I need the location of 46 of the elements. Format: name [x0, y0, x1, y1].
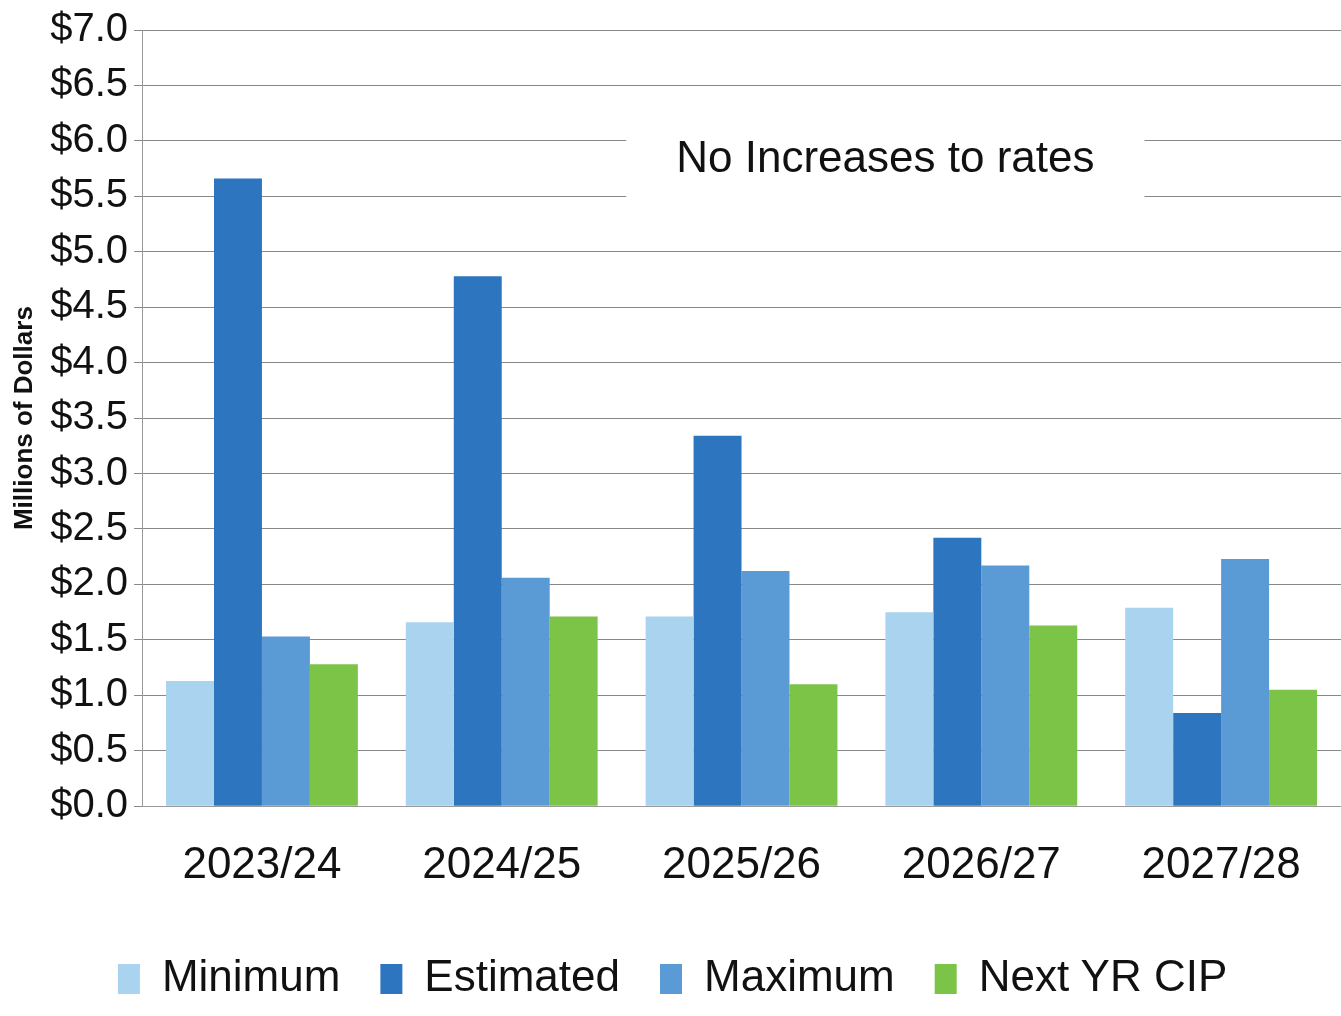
- x-tick-label: 2027/28: [1141, 837, 1301, 887]
- bar: [453, 276, 502, 806]
- legend-label: Maximum: [704, 951, 895, 1001]
- bar: [549, 616, 598, 806]
- y-tick-label: $2.5: [50, 504, 129, 549]
- bar: [1221, 558, 1270, 806]
- x-tick-label: 2023/24: [182, 837, 342, 887]
- y-tick-label: $5.0: [50, 226, 129, 271]
- y-tick-label: $2.0: [50, 559, 129, 604]
- bar: [1125, 607, 1174, 806]
- y-tick-label: $7.0: [50, 5, 129, 50]
- x-tick-label: 2026/27: [901, 837, 1061, 887]
- y-tick-label: $0.5: [50, 725, 129, 770]
- bar: [309, 664, 358, 806]
- x-tick-label: 2024/25: [422, 837, 582, 887]
- bar: [693, 435, 742, 806]
- bar: [1269, 689, 1318, 806]
- bar: [885, 612, 934, 806]
- y-tick-label: $3.0: [50, 448, 129, 493]
- bar: [1029, 625, 1078, 806]
- bar: [166, 680, 214, 806]
- y-tick-label: $4.5: [50, 282, 129, 327]
- legend-label: Estimated: [424, 951, 621, 1001]
- bar: [981, 565, 1030, 806]
- y-tick-label: $3.5: [50, 393, 129, 438]
- y-tick-label: $6.5: [50, 60, 129, 105]
- bar: [1173, 713, 1222, 806]
- y-tick-label: $6.0: [50, 115, 129, 160]
- bar: [261, 636, 310, 806]
- y-axis-title: Millions of Dollars: [7, 306, 38, 531]
- annotation: No Increases to rates: [676, 132, 1095, 182]
- y-tick-label: $1.0: [50, 670, 129, 715]
- bar: [645, 616, 694, 806]
- bar: [933, 537, 982, 806]
- bar: [741, 571, 790, 806]
- x-tick-label: 2025/26: [661, 837, 822, 887]
- legend-label: Minimum: [161, 951, 341, 1001]
- bar: [789, 684, 838, 806]
- legend-label: Next YR CIP: [978, 951, 1228, 1001]
- bar: [405, 622, 454, 806]
- y-tick-label: $0.0: [50, 781, 129, 826]
- y-tick-label: $1.5: [50, 614, 129, 659]
- bar: [501, 577, 550, 806]
- y-tick-label: $5.5: [50, 171, 129, 216]
- y-tick-label: $4.0: [50, 337, 129, 382]
- bar: [213, 178, 262, 806]
